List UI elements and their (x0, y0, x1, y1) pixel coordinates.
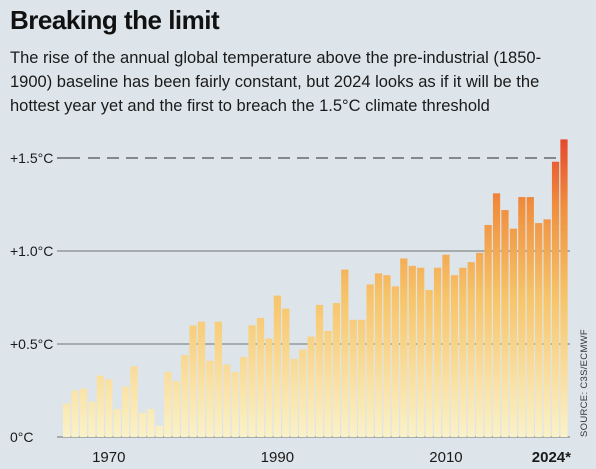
bar-1994 (307, 336, 315, 437)
bar-1978 (172, 381, 180, 437)
bar-1970 (105, 379, 113, 437)
bar-1990 (273, 295, 281, 437)
bars (63, 139, 568, 437)
y-tick-label: +1.0°C (10, 243, 53, 259)
bar-1986 (240, 357, 248, 437)
bar-2007 (417, 267, 425, 437)
bar-2011 (450, 275, 459, 437)
y-axis-ticks: 0°C +0.5°C +1.0°C +1.5°C (10, 150, 53, 445)
bar-2020 (526, 197, 534, 437)
bar-2006 (408, 265, 416, 437)
bar-2016 (492, 193, 501, 437)
bar-2000 (358, 319, 366, 437)
bar-2019 (518, 197, 526, 437)
y-tick-label: 0°C (10, 429, 34, 445)
bar-2021 (535, 223, 543, 437)
x-tick-label: 2010 (429, 449, 462, 466)
bar-2003 (383, 275, 391, 437)
y-tick-label: +1.5°C (10, 150, 53, 166)
bar-2023 (551, 161, 560, 437)
source-label: SOURCE: C3S/ECMWF (579, 329, 590, 437)
bar-1976 (155, 425, 163, 437)
bar-2018 (509, 228, 518, 437)
bar-1974 (138, 412, 147, 437)
bar-1988 (256, 317, 265, 437)
bar-1998 (341, 269, 349, 437)
bar-1985 (231, 371, 239, 437)
x-tick-label: 1990 (261, 449, 294, 466)
bar-2017 (501, 210, 509, 437)
bar-1977 (164, 371, 172, 437)
bar-1989 (265, 338, 273, 437)
bar-2010 (442, 254, 450, 437)
bar-2002 (374, 273, 383, 437)
bar-1981 (197, 321, 206, 437)
bar-2005 (400, 258, 408, 437)
chart-subtitle: The rise of the annual global temperatur… (10, 49, 542, 115)
bar-1975 (147, 409, 155, 437)
bar-1991 (282, 308, 290, 437)
bar-1993 (299, 349, 307, 437)
bar-1983 (214, 321, 222, 437)
y-tick-label: +0.5°C (10, 336, 53, 352)
bar-1968 (88, 401, 96, 437)
bar-1999 (349, 319, 357, 437)
bar-1973 (130, 366, 138, 437)
bar-2009 (433, 267, 442, 437)
x-axis-ticks: 1970 1990 2010 2024* (92, 449, 571, 466)
x-tick-label: 1970 (92, 449, 125, 466)
bar-2004 (391, 286, 399, 437)
bar-1971 (113, 409, 121, 437)
bar-1996 (324, 330, 332, 437)
bar-1979 (181, 355, 189, 437)
bar-1982 (206, 360, 214, 437)
bar-2001 (366, 284, 374, 437)
bar-1965 (63, 403, 71, 437)
bar-1995 (315, 304, 324, 437)
bar-2024 (560, 139, 568, 437)
bar-1972 (122, 386, 130, 437)
x-tick-label: 2024* (532, 449, 571, 466)
bar-2012 (459, 267, 467, 437)
bar-1980 (189, 325, 197, 437)
bar-2013 (467, 262, 475, 437)
bar-2008 (425, 290, 433, 437)
chart-title: Breaking the limit (10, 5, 220, 35)
bar-2014 (476, 252, 484, 437)
bar-1966 (71, 390, 79, 437)
bar-1967 (79, 388, 88, 437)
bar-1969 (96, 375, 104, 437)
bar-1992 (290, 358, 298, 437)
bar-1984 (223, 364, 231, 437)
bar-2022 (543, 219, 551, 437)
bar-2015 (484, 224, 492, 437)
bar-1997 (332, 303, 340, 437)
bar-1987 (248, 325, 256, 437)
